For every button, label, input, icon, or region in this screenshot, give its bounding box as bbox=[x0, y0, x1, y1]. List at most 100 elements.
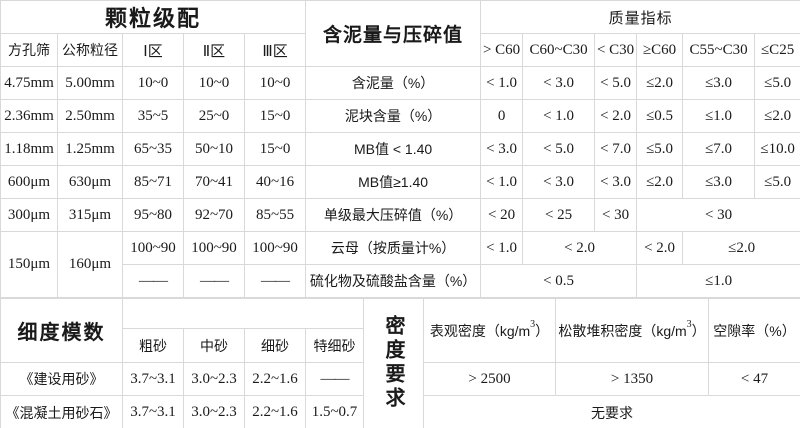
quality-value-cell: < 1.0 bbox=[522, 99, 596, 133]
fineness-title: 细度模数 bbox=[0, 298, 123, 363]
grade-header: > C60 bbox=[480, 33, 524, 67]
gradation-header-sieve: 方孔筛 bbox=[0, 33, 58, 67]
density-header-apparent: 表观密度（kg/m3） bbox=[423, 298, 556, 363]
fineness-header: 中砂 bbox=[183, 328, 245, 363]
zone-value-cell: 70~41 bbox=[183, 165, 245, 199]
zone-value-cell: 100~90 bbox=[243, 231, 307, 265]
quality-value-cell: < 7.0 bbox=[594, 132, 638, 166]
quality-value-cell: < 5.0 bbox=[522, 132, 596, 166]
quality-value-cell: < 2.0 bbox=[636, 231, 684, 265]
zone-value-cell: 92~70 bbox=[183, 198, 245, 232]
zone-value-cell: 10~0 bbox=[243, 66, 307, 100]
zone-value-cell: 15~0 bbox=[243, 132, 307, 166]
grade-header: ≥C60 bbox=[636, 33, 684, 67]
table-row: —— —— —— 硫化物及硫酸盐含量（%） < 0.5 ≤1.0 bbox=[1, 264, 800, 298]
zone-value-cell: 10~0 bbox=[183, 66, 245, 100]
density-header-void: 空隙率（%） bbox=[708, 298, 800, 363]
table-row: 1.18mm 1.25mm 65~35 50~10 15~0 MB值 < 1.4… bbox=[0, 132, 800, 166]
sieve-size-cell: 4.75mm bbox=[0, 66, 58, 100]
table-row: 150μm 160μm 100~90 100~90 100~90 云母（按质量计… bbox=[0, 231, 800, 298]
quality-value-cell: ≤2.0 bbox=[754, 99, 800, 133]
quality-value-cell: ≤10.0 bbox=[754, 132, 800, 166]
nominal-size-cell: 630μm bbox=[57, 165, 123, 199]
quality-value-cell: ≤2.0 bbox=[682, 231, 800, 265]
fineness-value-cell: 2.2~1.6 bbox=[244, 395, 306, 428]
quality-value-cell: ≤5.0 bbox=[754, 66, 800, 100]
quality-value-cell: < 3.0 bbox=[594, 165, 638, 199]
sieve-size-cell: 2.36mm bbox=[0, 99, 58, 133]
quality-value-cell: < 1.0 bbox=[480, 165, 524, 199]
quality-value-cell: < 25 bbox=[522, 198, 596, 232]
table-row: 《建设用砂》 3.7~3.1 3.0~2.3 2.2~1.6 —— > 2500… bbox=[0, 362, 800, 396]
quality-value-cell: ≤2.0 bbox=[636, 165, 684, 199]
fineness-value-cell: 3.0~2.3 bbox=[183, 362, 245, 396]
quality-indicators-title: 质量指标 bbox=[480, 0, 800, 34]
quality-value-cell: < 1.0 bbox=[480, 231, 524, 265]
sieve-size-cell: 150μm bbox=[0, 231, 58, 298]
zone-value-cell: 95~80 bbox=[122, 198, 184, 232]
zone-value-cell: 50~10 bbox=[183, 132, 245, 166]
fineness-row-label: 《建设用砂》 bbox=[0, 362, 123, 396]
quality-row-label: 云母（按质量计%） bbox=[305, 231, 482, 265]
quality-value-cell: < 3.0 bbox=[522, 165, 596, 199]
gradation-header-zone2: Ⅱ区 bbox=[183, 33, 245, 67]
quality-row-label: 泥块含量（%） bbox=[305, 99, 482, 133]
quality-row-label: 硫化物及硫酸盐含量（%） bbox=[305, 264, 482, 298]
density-header-text: ） bbox=[691, 322, 706, 339]
quality-value-cell: < 30 bbox=[636, 198, 800, 232]
grade-header: C60~C30 bbox=[522, 33, 596, 67]
superscript: 3 bbox=[686, 318, 692, 330]
quality-value-cell: ≤5.0 bbox=[636, 132, 684, 166]
density-value-cell: < 47 bbox=[708, 362, 800, 396]
quality-value-cell: ≤3.0 bbox=[682, 66, 756, 100]
nominal-size-cell: 2.50mm bbox=[57, 99, 123, 133]
fineness-header: 细砂 bbox=[244, 328, 306, 363]
quality-row-label: MB值 < 1.40 bbox=[305, 132, 482, 166]
quality-value-cell: < 2.0 bbox=[522, 231, 638, 265]
fineness-row-label: 《混凝土用砂石》 bbox=[0, 395, 123, 428]
fineness-spacer-cell bbox=[122, 298, 364, 329]
fineness-value-cell: 3.7~3.1 bbox=[122, 362, 184, 396]
sieve-size-cell: 1.18mm bbox=[0, 132, 58, 166]
zone-value-cell: 85~55 bbox=[243, 198, 307, 232]
zone-value-cell: —— bbox=[183, 264, 245, 298]
quality-value-cell: < 0.5 bbox=[480, 264, 638, 298]
sieve-size-cell: 600μm bbox=[0, 165, 58, 199]
quality-row-label: 单级最大压碎值（%） bbox=[305, 198, 482, 232]
nominal-size-cell: 315μm bbox=[57, 198, 123, 232]
zone-value-cell: —— bbox=[122, 264, 184, 298]
zone-value-cell: 25~0 bbox=[183, 99, 245, 133]
table-row: 《混凝土用砂石》 3.7~3.1 3.0~2.3 2.2~1.6 1.5~0.7… bbox=[0, 395, 800, 428]
fineness-density-table: 细度模数 密度要求 表观密度（kg/m3） 松散堆积密度（kg/m3） 空隙率（… bbox=[0, 298, 800, 428]
table-row: 4.75mm 5.00mm 10~0 10~0 10~0 含泥量（%） < 1.… bbox=[0, 66, 800, 100]
quality-row-label: MB值≥1.40 bbox=[305, 165, 482, 199]
density-header-bulk: 松散堆积密度（kg/m3） bbox=[555, 298, 709, 363]
density-value-cell: > 1350 bbox=[555, 362, 709, 396]
table-row: 2.36mm 2.50mm 35~5 25~0 15~0 泥块含量（%） 0 <… bbox=[0, 99, 800, 133]
zone-value-cell: 40~16 bbox=[243, 165, 307, 199]
zone-value-cell: —— bbox=[243, 264, 307, 298]
sieve-size-cell: 300μm bbox=[0, 198, 58, 232]
fineness-header: 粗砂 bbox=[122, 328, 184, 363]
fineness-value-cell: —— bbox=[305, 362, 364, 396]
quality-value-cell: ≤0.5 bbox=[636, 99, 684, 133]
quality-value-cell: ≤5.0 bbox=[754, 165, 800, 199]
density-title-text: 密度要求 bbox=[382, 314, 404, 411]
density-header-text: 空隙率（%） bbox=[713, 322, 796, 339]
fineness-value-cell: 1.5~0.7 bbox=[305, 395, 364, 428]
quality-row-label: 含泥量（%） bbox=[305, 66, 482, 100]
quality-value-cell: < 3.0 bbox=[522, 66, 596, 100]
density-title: 密度要求 bbox=[363, 298, 424, 428]
no-requirement-cell: 无要求 bbox=[423, 395, 800, 428]
fineness-value-cell: 3.0~2.3 bbox=[183, 395, 245, 428]
fineness-header: 特细砂 bbox=[305, 328, 364, 363]
zone-value-cell: 65~35 bbox=[122, 132, 184, 166]
zone-value-cell: 85~71 bbox=[122, 165, 184, 199]
quality-value-cell: ≤2.0 bbox=[636, 66, 684, 100]
quality-value-cell: < 5.0 bbox=[594, 66, 638, 100]
gradation-header-nominal: 公称粒径 bbox=[57, 33, 123, 67]
gradation-quality-table: 颗粒级配 含泥量与压碎值 质量指标 方孔筛 公称粒径 Ⅰ区 Ⅱ区 Ⅲ区 > C6… bbox=[0, 0, 800, 298]
gradation-header-zone1: Ⅰ区 bbox=[122, 33, 184, 67]
zone-value-cell: 100~90 bbox=[122, 231, 184, 265]
